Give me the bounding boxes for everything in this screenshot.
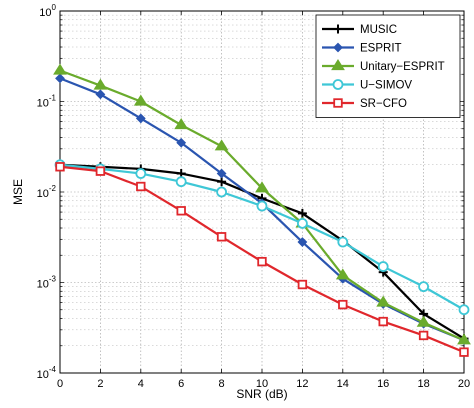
data-point-sr-cfo xyxy=(338,299,348,310)
data-point-u-simov xyxy=(418,281,430,293)
data-point-sr-cfo xyxy=(418,330,429,341)
data-point-u-simov xyxy=(175,176,187,188)
x-tick-label: 10 xyxy=(256,378,268,390)
legend-item-music: MUSIC xyxy=(322,24,397,36)
data-point-esprit xyxy=(297,237,308,247)
x-tick-label: 4 xyxy=(138,378,144,390)
legend-marker xyxy=(333,98,343,108)
data-point-music xyxy=(217,177,227,187)
data-point-sr-cfo xyxy=(55,162,65,172)
x-tick-label: 20 xyxy=(458,378,470,390)
data-point-sr-cfo xyxy=(216,232,227,242)
data-point-unitary-esprit xyxy=(53,63,67,75)
legend-label: ESPRIT xyxy=(360,43,402,55)
legend-marker xyxy=(332,79,344,90)
data-point-sr-cfo xyxy=(136,181,146,192)
data-point-esprit xyxy=(95,89,106,100)
x-tick-label: 18 xyxy=(417,378,429,390)
data-point-sr-cfo xyxy=(257,256,267,267)
data-point-unitary-esprit xyxy=(376,295,391,307)
x-tick-label: 16 xyxy=(377,378,389,390)
data-point-unitary-esprit xyxy=(416,315,431,327)
data-point-u-simov xyxy=(256,200,268,212)
data-point-sr-cfo xyxy=(176,206,186,216)
data-point-unitary-esprit xyxy=(214,139,229,151)
series-layer xyxy=(53,63,471,357)
legend-marker xyxy=(331,59,345,71)
data-point-sr-cfo xyxy=(459,347,469,357)
data-point-music xyxy=(297,208,307,218)
legend-label: MUSIC xyxy=(360,24,397,36)
x-tick-label: 2 xyxy=(97,378,103,390)
x-tick-label: 0 xyxy=(57,378,63,390)
x-axis-title: SNR (dB) xyxy=(236,387,287,401)
data-point-u-simov xyxy=(377,261,389,272)
x-tick-label: 6 xyxy=(178,378,184,390)
data-point-unitary-esprit xyxy=(174,118,189,130)
x-axis-tick-labels: 0 2 4 6 8 10 12 14 16 18 20 xyxy=(57,378,470,390)
legend-item-u-simov: U−SIMOV xyxy=(322,79,412,92)
legend-label: SR−CFO xyxy=(360,98,407,110)
x-tick-label: 8 xyxy=(219,378,225,390)
y-tick-label: 100 xyxy=(39,3,56,19)
y-axis-title: MSE xyxy=(11,179,25,205)
data-point-u-simov xyxy=(135,168,147,179)
y-tick-label: 10-1 xyxy=(37,94,57,110)
data-point-sr-cfo xyxy=(297,279,308,290)
data-point-u-simov xyxy=(337,236,349,248)
x-tick-label: 12 xyxy=(296,378,308,390)
legend-item-unitary-esprit: Unitary−ESPRIT xyxy=(322,59,445,73)
data-point-unitary-esprit xyxy=(133,94,148,106)
legend-label: Unitary−ESPRIT xyxy=(360,61,445,73)
data-point-sr-cfo xyxy=(378,316,388,327)
legend: MUSIC ESPRIT Unitary−ESPRIT U−SIMOV SR−CFO xyxy=(315,14,461,118)
legend-marker xyxy=(333,42,343,53)
y-tick-label: 10-2 xyxy=(37,184,57,200)
y-tick-label: 10-3 xyxy=(37,275,57,291)
data-point-esprit xyxy=(135,113,146,124)
x-tick-label: 14 xyxy=(337,378,349,390)
data-point-esprit xyxy=(216,168,227,179)
legend-item-esprit: ESPRIT xyxy=(322,43,402,55)
legend-item-sr-cfo: SR−CFO xyxy=(322,98,407,110)
y-axis-tick-labels: 10-4 10-3 10-2 10-1 100 xyxy=(37,3,57,381)
data-point-unitary-esprit xyxy=(255,181,269,193)
data-point-esprit xyxy=(176,137,187,148)
data-point-unitary-esprit xyxy=(457,333,471,345)
y-tick-label: 10-4 xyxy=(37,365,57,381)
legend-label: U−SIMOV xyxy=(360,80,412,92)
data-point-unitary-esprit xyxy=(335,268,350,280)
data-point-u-simov xyxy=(216,186,228,198)
data-point-esprit xyxy=(55,73,65,84)
data-point-unitary-esprit xyxy=(93,78,108,90)
data-point-u-simov xyxy=(296,217,308,229)
legend-marker xyxy=(333,24,343,34)
series-sr-cfo xyxy=(55,162,469,357)
data-point-u-simov xyxy=(458,304,470,316)
data-point-sr-cfo xyxy=(95,166,106,176)
